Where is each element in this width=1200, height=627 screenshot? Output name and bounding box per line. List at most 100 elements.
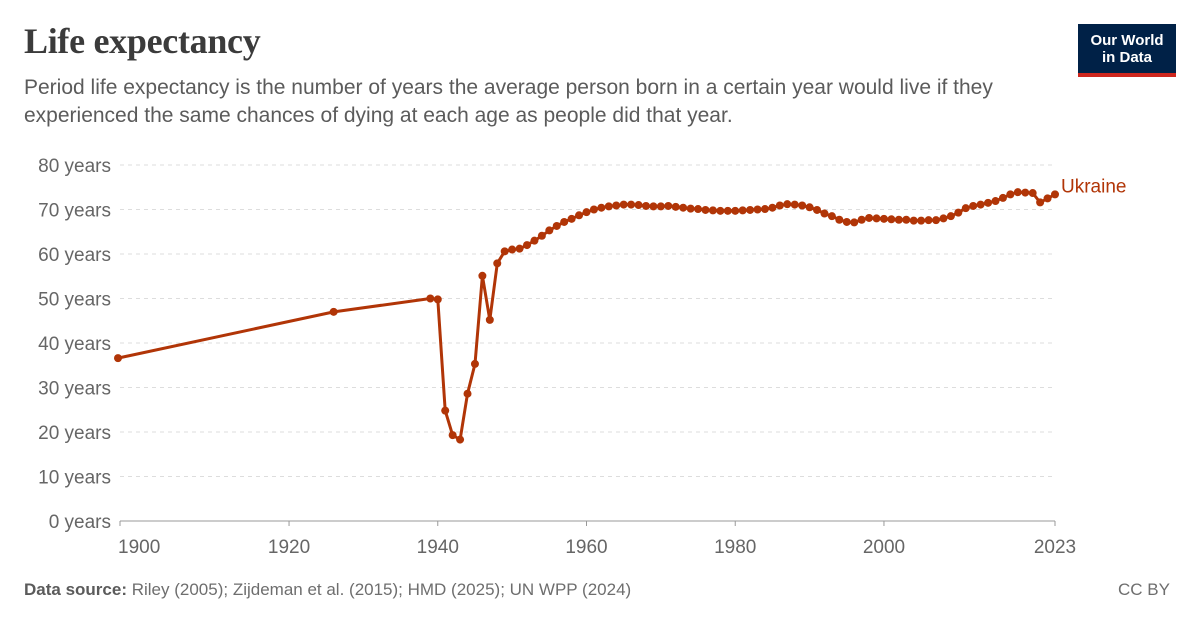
y-tick-label: 0 years [49, 512, 111, 533]
data-point [545, 226, 554, 235]
data-point [604, 202, 613, 211]
data-point [537, 231, 546, 240]
data-point [114, 354, 122, 363]
data-point [686, 204, 695, 213]
data-point [932, 216, 941, 225]
data-point [523, 241, 532, 250]
grid-lines [120, 164, 1055, 477]
y-axis-labels: 0 years 10 years 20 years 30 years 40 years 5… [38, 156, 111, 533]
series-label: Ukraine [1061, 176, 1126, 197]
data-point [835, 215, 844, 224]
data-point [731, 206, 740, 215]
data-point [939, 214, 948, 223]
data-point [984, 198, 993, 207]
data-point [775, 201, 784, 210]
data-point [954, 208, 963, 217]
data-point [1021, 188, 1030, 197]
license-link[interactable]: CC BY [1118, 580, 1170, 599]
data-point [582, 208, 591, 217]
data-point [827, 212, 836, 221]
data-point [1006, 190, 1015, 199]
y-tick-label: 40 years [38, 334, 111, 355]
data-point [909, 216, 918, 225]
data-point [716, 206, 725, 215]
y-tick-label: 20 years [38, 423, 111, 444]
data-point [641, 201, 650, 210]
data-point [976, 200, 985, 209]
data-point [552, 221, 561, 230]
logo-line-2: in Data [1101, 48, 1152, 66]
data-point [1036, 198, 1045, 207]
data-point [463, 389, 472, 398]
data-source-text[interactable]: Riley (2005); Zijdeman et al. (2015); HM… [131, 580, 632, 599]
data-point [329, 307, 338, 316]
data-point [946, 212, 955, 221]
data-point [589, 205, 598, 214]
data-point [671, 202, 680, 211]
data-point [612, 201, 621, 210]
data-point [887, 215, 896, 224]
data-point [783, 200, 792, 209]
data-point [493, 259, 502, 268]
y-tick-label: 60 years [38, 245, 111, 266]
data-point [426, 294, 435, 303]
data-point [865, 213, 874, 222]
data-point [924, 216, 933, 225]
data-point [448, 431, 457, 440]
data-point [768, 203, 777, 212]
data-point [798, 201, 807, 210]
y-tick-label: 80 years [38, 156, 111, 177]
data-point [664, 201, 673, 210]
data-point [805, 203, 814, 212]
data-point [575, 211, 584, 220]
data-point [723, 206, 732, 215]
data-point [790, 200, 799, 209]
data-point [1051, 190, 1059, 199]
y-tick-label: 70 years [38, 201, 111, 222]
owid-logo[interactable]: Our World in Data [1078, 24, 1176, 77]
data-point [820, 209, 829, 218]
data-point [649, 202, 658, 211]
data-point [530, 236, 539, 245]
data-source: Data source: Riley (2005); Zijdeman et a… [24, 580, 631, 600]
data-point [433, 295, 442, 304]
x-tick-label: 1920 [268, 537, 310, 558]
chart-title: Life expectancy [24, 21, 261, 61]
data-point [746, 205, 755, 214]
data-point [567, 214, 576, 223]
data-source-label: Data source: [24, 580, 127, 599]
series-line [116, 190, 1057, 442]
logo-line-1: Our World [1090, 31, 1164, 49]
y-tick-label: 10 years [38, 468, 111, 489]
data-point [813, 205, 822, 214]
data-point [634, 201, 643, 210]
data-point [470, 359, 479, 368]
data-point [760, 205, 769, 214]
data-point [850, 218, 859, 227]
data-point [456, 435, 465, 444]
y-tick-label: 50 years [38, 290, 111, 311]
chart-subtitle: Period life expectancy is the number of … [24, 76, 993, 127]
data-point [679, 203, 688, 212]
data-point [441, 406, 450, 415]
data-point [902, 215, 911, 224]
data-point [1013, 188, 1022, 197]
data-point [485, 315, 494, 324]
data-point [1043, 194, 1052, 203]
x-tick-label: 1900 [118, 537, 160, 558]
data-point [627, 200, 636, 209]
series-ukraine: Ukraine [114, 176, 1126, 444]
data-point [917, 216, 926, 225]
data-point [879, 214, 888, 223]
data-point [991, 197, 1000, 206]
data-point [998, 193, 1007, 202]
data-point [478, 271, 487, 280]
data-point [969, 201, 978, 210]
data-point [708, 206, 717, 215]
data-point [738, 206, 747, 215]
x-tick-label: 2000 [863, 537, 905, 558]
data-point [560, 217, 569, 226]
x-axis: 1900 1920 1940 1960 1980 2000 2023 [118, 520, 1076, 558]
data-point [1028, 189, 1037, 198]
